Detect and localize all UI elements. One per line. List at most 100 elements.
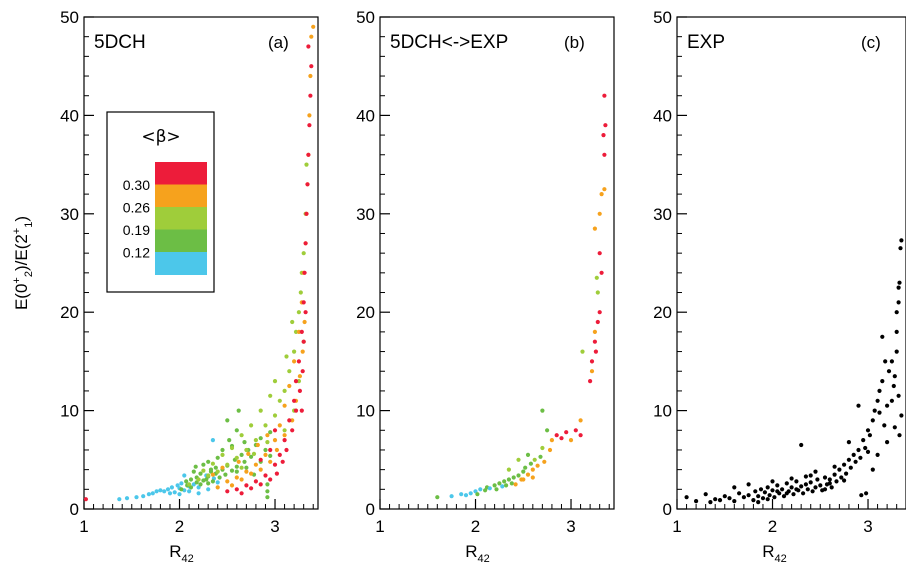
- data-point: [234, 475, 239, 480]
- data-point: [263, 447, 268, 453]
- data-point: [265, 482, 270, 487]
- x-tick-label: 1: [79, 517, 88, 536]
- data-point: [813, 485, 818, 490]
- data-point: [84, 497, 88, 502]
- data-point: [859, 493, 864, 498]
- data-point: [889, 359, 895, 364]
- data-point: [303, 310, 308, 315]
- data-point: [602, 93, 607, 98]
- data-point: [268, 393, 273, 398]
- data-point: [284, 447, 289, 453]
- y-tick-label: 10: [356, 402, 375, 421]
- data-point: [521, 477, 526, 482]
- data-point: [827, 481, 832, 486]
- data-point: [885, 403, 890, 408]
- data-point: [885, 440, 890, 445]
- data-point: [846, 457, 852, 462]
- data-point: [861, 438, 866, 443]
- x-axis-label: R42: [465, 542, 490, 565]
- y-tick-label: 50: [60, 8, 79, 27]
- data-point: [875, 452, 880, 457]
- data-point: [198, 471, 203, 476]
- data-point: [844, 471, 849, 476]
- data-point: [853, 459, 858, 464]
- data-point: [300, 369, 305, 374]
- data-point: [487, 486, 492, 491]
- data-point: [500, 484, 505, 489]
- data-point: [307, 123, 312, 128]
- data-point: [708, 500, 713, 505]
- data-point: [794, 487, 799, 492]
- data-point: [215, 455, 220, 460]
- x-tick-label: 3: [566, 517, 575, 536]
- data-point: [899, 238, 904, 243]
- data-point: [179, 487, 184, 492]
- data-point: [306, 152, 311, 157]
- data-point: [225, 479, 230, 484]
- data-point: [475, 492, 480, 497]
- points-group: [84, 24, 316, 502]
- data-point: [263, 473, 268, 478]
- data-point: [713, 497, 718, 502]
- data-point: [858, 455, 863, 460]
- data-point: [213, 465, 218, 470]
- legend-tick-label: 0.30: [123, 177, 150, 193]
- data-point: [877, 388, 882, 393]
- points-group: [684, 238, 904, 505]
- plot-frame: [379, 16, 615, 510]
- data-point: [277, 398, 282, 403]
- data-point: [864, 491, 869, 496]
- data-point: [146, 492, 151, 497]
- data-point: [834, 479, 839, 484]
- data-point: [193, 464, 198, 469]
- data-point: [309, 64, 314, 69]
- data-point: [198, 482, 203, 487]
- panel-tag: (b): [564, 33, 585, 52]
- y-tick-label: 40: [356, 106, 375, 125]
- data-point: [301, 339, 306, 344]
- data-point: [504, 483, 509, 488]
- data-point: [892, 425, 897, 430]
- legend-color-swatch: [155, 207, 207, 230]
- panel-c: 0 10 20 30 40 50 1 2 3 EXP (c) R42: [653, 8, 906, 565]
- data-point: [897, 280, 902, 285]
- data-point: [234, 428, 239, 433]
- data-point: [304, 162, 309, 167]
- x-axis-label: R42: [169, 542, 194, 565]
- data-point: [842, 478, 847, 483]
- data-point: [592, 339, 598, 344]
- data-point: [293, 329, 299, 334]
- data-point: [196, 491, 201, 496]
- data-point: [746, 482, 751, 487]
- data-point: [818, 483, 823, 488]
- data-point: [308, 93, 313, 98]
- data-point: [141, 494, 146, 499]
- data-point: [799, 484, 804, 489]
- data-point: [856, 447, 861, 453]
- data-point: [513, 482, 518, 487]
- data-point: [727, 496, 732, 501]
- data-point: [767, 493, 772, 498]
- data-point: [801, 491, 806, 496]
- data-point: [210, 479, 215, 484]
- data-point: [204, 477, 209, 482]
- data-point: [225, 489, 230, 494]
- data-point: [246, 451, 251, 456]
- data-point: [274, 471, 279, 476]
- legend-color-swatch: [155, 252, 207, 275]
- data-point: [810, 489, 815, 494]
- data-point: [588, 379, 593, 384]
- data-point: [765, 485, 770, 490]
- data-point: [894, 310, 899, 315]
- data-point: [789, 485, 794, 490]
- data-point: [253, 438, 258, 443]
- panel-tag: (c): [861, 33, 881, 52]
- data-point: [188, 485, 194, 490]
- legend-tick-label: 0.12: [123, 245, 150, 261]
- data-point: [268, 459, 273, 464]
- data-point: [593, 349, 599, 354]
- data-point: [201, 462, 206, 467]
- data-point: [297, 388, 302, 393]
- data-point: [263, 423, 268, 428]
- data-point: [290, 428, 295, 433]
